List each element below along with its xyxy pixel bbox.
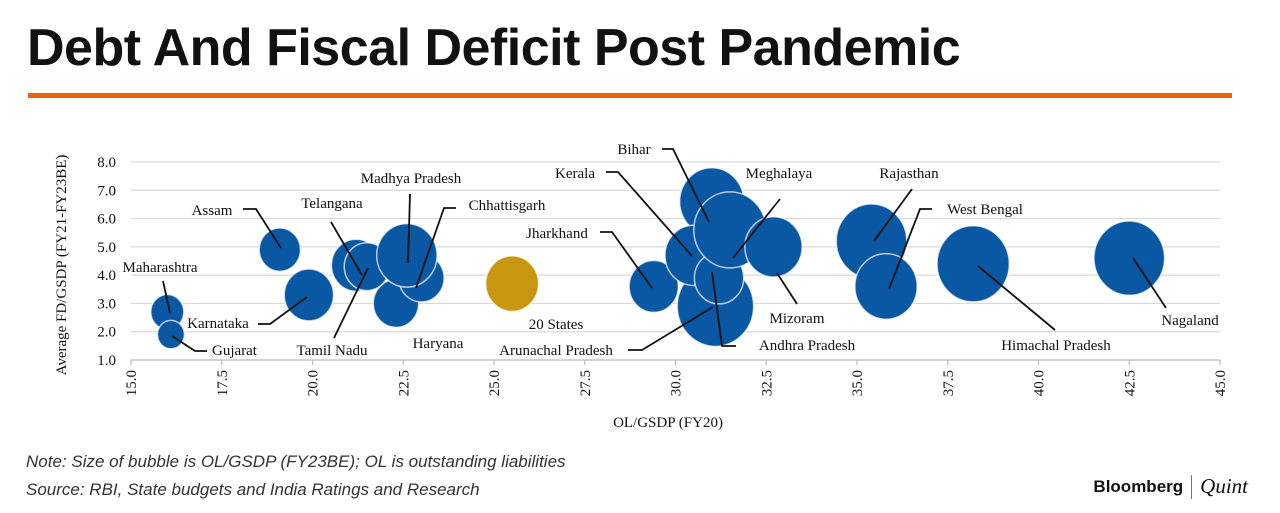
leader-line-kerala xyxy=(606,171,693,257)
bubble-karnataka xyxy=(283,268,335,322)
label-gujarat: Gujarat xyxy=(212,343,258,359)
bubble-assam xyxy=(258,227,302,273)
bloombergquint-logo: Bloomberg Quint xyxy=(1093,474,1248,499)
bubble-west-bengal xyxy=(854,252,918,321)
y-tick-label: 8.0 xyxy=(97,155,116,171)
label-rajasthan: Rajasthan xyxy=(879,166,939,182)
y-tick-labels: 1.0 2.0 3.0 4.0 5.0 6.0 7.0 8.0 xyxy=(97,155,116,369)
label-20-states: 20 States xyxy=(529,317,584,333)
leader-line-chhattisgarh xyxy=(415,207,456,289)
leader-lines xyxy=(162,148,1167,352)
x-tick-label: 20.0 xyxy=(306,370,322,396)
label-haryana: Haryana xyxy=(413,336,464,352)
leader-line-rajasthan xyxy=(873,188,913,242)
x-tick-labels: 15.0 17.5 20.0 22.5 25.0 27.5 30.0 32.5 35.0 37.5… xyxy=(124,370,1229,396)
label-kerala: Kerala xyxy=(555,166,595,182)
x-axis-label: OL/GSDP (FY20) xyxy=(613,415,723,431)
bubble-gujarat xyxy=(156,319,186,350)
y-tick-label: 4.0 xyxy=(97,268,116,284)
bubble-nagaland xyxy=(1093,220,1166,297)
leader-line-jharkhand xyxy=(600,231,653,289)
y-tick-label: 1.0 xyxy=(97,353,116,369)
bubble-labels: Maharashtra Gujarat Assam Karnataka Haryana C… xyxy=(123,142,1220,359)
x-tick-label: 25.0 xyxy=(487,370,503,396)
label-mizoram: Mizoram xyxy=(770,311,825,327)
label-assam: Assam xyxy=(192,203,233,219)
label-nagaland: Nagaland xyxy=(1161,313,1219,329)
label-bihar: Bihar xyxy=(617,142,650,158)
x-tick-label: 32.5 xyxy=(759,370,775,396)
x-tick-label: 22.5 xyxy=(396,370,412,396)
y-axis-label: Average FD/GSDP (FY21-FY23BE) xyxy=(54,155,70,376)
leader-line-andhra-pradesh xyxy=(711,271,736,347)
accent-divider xyxy=(28,93,1232,98)
x-tick-label: 45.0 xyxy=(1213,370,1229,396)
bubble-himachal-pradesh xyxy=(936,225,1011,303)
label-meghalaya: Meghalaya xyxy=(746,166,813,182)
leader-line-meghalaya xyxy=(732,198,781,259)
label-chhattisgarh: Chhattisgarh xyxy=(469,198,546,214)
y-tick-label: 3.0 xyxy=(97,296,116,312)
leader-line-arunachal-pradesh xyxy=(628,306,714,351)
leader-line-telangana xyxy=(330,221,363,276)
leader-line-assam xyxy=(243,208,282,249)
label-arunachal-pradesh: Arunachal Pradesh xyxy=(499,343,613,359)
bubble-20-states xyxy=(484,255,540,313)
logo-quint: Quint xyxy=(1200,474,1248,498)
bubbles xyxy=(150,167,1166,350)
y-tick-label: 2.0 xyxy=(97,325,116,341)
x-tick-label: 15.0 xyxy=(124,370,140,396)
leader-line-mizoram xyxy=(776,272,798,305)
leader-line-gujarat xyxy=(171,335,207,352)
x-tick-label: 27.5 xyxy=(578,370,594,396)
x-tick-label: 42.5 xyxy=(1122,370,1138,396)
chart-source: Source: RBI, State budgets and India Rat… xyxy=(26,480,480,499)
logo-bloomberg: Bloomberg xyxy=(1093,476,1184,496)
x-tick-label: 30.0 xyxy=(669,370,685,396)
x-tick-label: 17.5 xyxy=(215,370,231,396)
x-tick-label: 35.0 xyxy=(850,370,866,396)
label-west-bengal: West Bengal xyxy=(947,202,1023,218)
label-jharkhand: Jharkhand xyxy=(526,226,588,242)
leader-line-madhya-pradesh xyxy=(407,193,411,264)
leader-line-tamil-nadu xyxy=(333,267,369,339)
leader-line-west-bengal xyxy=(888,208,932,290)
label-andhra-pradesh: Andhra Pradesh xyxy=(759,338,856,354)
label-madhya-pradesh: Madhya Pradesh xyxy=(361,171,462,187)
logo-divider xyxy=(1191,474,1193,499)
leader-line-bihar xyxy=(662,148,710,223)
y-tick-label: 7.0 xyxy=(97,183,116,199)
label-maharashtra: Maharashtra xyxy=(123,260,198,276)
label-himachal-pradesh: Himachal Pradesh xyxy=(1001,338,1111,354)
leader-line-karnataka xyxy=(258,296,308,325)
bubble-mizoram xyxy=(744,215,803,278)
y-tick-label: 6.0 xyxy=(97,212,116,228)
x-tick-label: 40.0 xyxy=(1032,370,1048,396)
label-karnataka: Karnataka xyxy=(187,316,249,332)
label-telangana: Telangana xyxy=(301,196,363,212)
page-title: Debt And Fiscal Deficit Post Pandemic xyxy=(27,19,961,77)
label-tamil-nadu: Tamil Nadu xyxy=(296,343,368,359)
chart-note: Note: Size of bubble is OL/GSDP (FY23BE)… xyxy=(26,452,566,471)
leader-line-nagaland xyxy=(1132,257,1167,309)
leader-line-maharashtra xyxy=(162,280,171,314)
leader-line-himachal-pradesh xyxy=(977,265,1056,331)
y-tick-label: 5.0 xyxy=(97,240,116,256)
x-tick-label: 37.5 xyxy=(941,370,957,396)
